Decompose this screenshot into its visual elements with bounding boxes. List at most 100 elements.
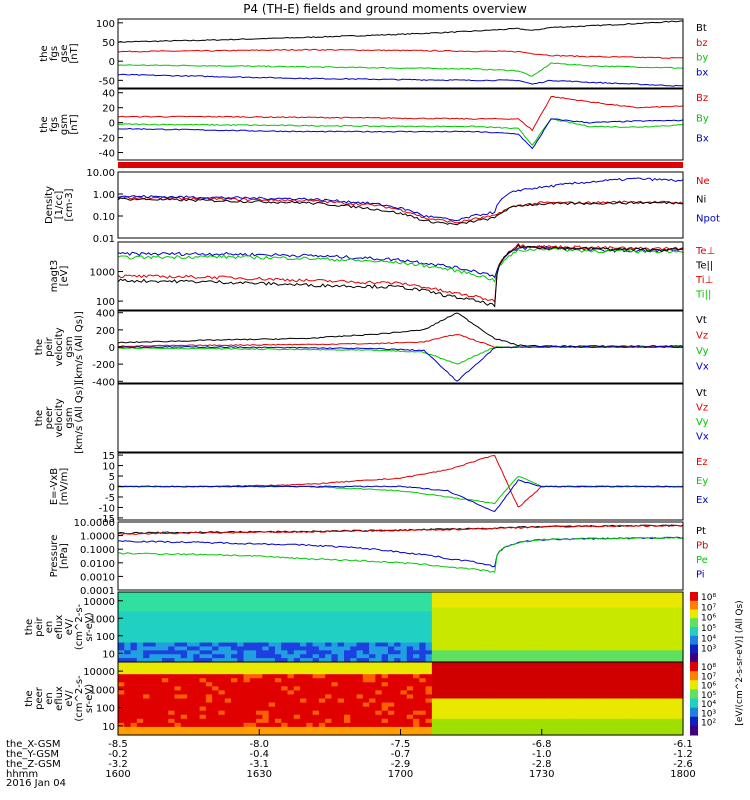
- heatmap-cell: [300, 722, 307, 728]
- heatmap-cell: [231, 658, 238, 663]
- heatmap-cell: [287, 694, 295, 700]
- heatmap-cell: [212, 642, 220, 648]
- heatmap-cell: [161, 603, 169, 609]
- heatmap-cell: [406, 654, 414, 659]
- heatmap-cell: [544, 658, 552, 663]
- heatmap-cell: [513, 710, 521, 716]
- heatmap-cell: [318, 702, 326, 708]
- heatmap-cell: [118, 666, 125, 671]
- heatmap-cell: [256, 630, 263, 636]
- heatmap-cell: [249, 702, 257, 708]
- heatmap-cell: [651, 595, 659, 601]
- heatmap-cell: [526, 638, 533, 644]
- heatmap-cell: [551, 615, 559, 620]
- heatmap-cell: [457, 611, 464, 616]
- heatmap-cell: [268, 730, 276, 736]
- y-axis-label: the: [24, 619, 35, 635]
- y-axis-label: [km/s (All Qs)]: [74, 382, 85, 454]
- heatmap-cell: [419, 623, 427, 628]
- heatmap-cell: [344, 627, 351, 632]
- heatmap-cell: [438, 694, 446, 700]
- heatmap-cell: [425, 592, 433, 597]
- heatmap-cell: [306, 666, 314, 671]
- heatmap-cell: [325, 706, 333, 712]
- heatmap-cell: [482, 698, 489, 704]
- heatmap-cell: [676, 650, 684, 655]
- heatmap-cell: [413, 718, 420, 724]
- heatmap-cell: [532, 642, 540, 648]
- heatmap-cell: [607, 674, 615, 679]
- heatmap-cell: [168, 702, 176, 708]
- legend-entry-Npot: Npot: [696, 213, 720, 224]
- heatmap-cell: [281, 674, 289, 679]
- heatmap-cell: [136, 698, 144, 704]
- heatmap-cell: [199, 670, 207, 675]
- heatmap-cell: [394, 690, 402, 696]
- heatmap-cell: [557, 714, 565, 720]
- heatmap-cell: [118, 730, 125, 736]
- heatmap-cell: [463, 654, 471, 659]
- heatmap-cell: [544, 630, 552, 636]
- heatmap-cell: [337, 595, 345, 601]
- heatmap-cell: [155, 674, 163, 679]
- heatmap-cell: [676, 670, 684, 675]
- heatmap-cell: [381, 595, 389, 601]
- heatmap-cell: [237, 654, 245, 659]
- heatmap-cell: [312, 623, 320, 628]
- heatmap-cell: [118, 714, 125, 720]
- heatmap-cell: [300, 658, 307, 663]
- heatmap-cell: [500, 662, 508, 667]
- heatmap-cell: [287, 682, 295, 687]
- heatmap-cell: [293, 646, 301, 651]
- heatmap-cell: [613, 694, 621, 700]
- heatmap-cell: [475, 690, 483, 696]
- heatmap-cell: [651, 638, 659, 644]
- heatmap-cell: [168, 650, 176, 655]
- heatmap-cell: [356, 670, 364, 675]
- heatmap-cell: [369, 694, 376, 700]
- heatmap-cell: [205, 670, 213, 675]
- heatmap-cell: [237, 599, 245, 605]
- heatmap-cell: [356, 678, 364, 683]
- heatmap-cell: [475, 611, 483, 616]
- heatmap-cell: [180, 599, 188, 605]
- heatmap-cell: [274, 670, 282, 675]
- heatmap-cell: [494, 726, 502, 732]
- y-axis-label: velocity: [54, 327, 65, 366]
- heatmap-cell: [475, 710, 483, 716]
- heatmap-cell: [438, 726, 446, 732]
- heatmap-cell: [243, 694, 251, 700]
- heatmap-cell: [613, 670, 621, 675]
- heatmap-cell: [563, 642, 571, 648]
- heatmap-cell: [632, 666, 640, 671]
- heatmap-cell: [375, 638, 383, 644]
- heatmap-cell: [639, 706, 646, 712]
- heatmap-cell: [381, 718, 389, 724]
- heatmap-cell: [639, 690, 646, 696]
- heatmap-cell: [281, 714, 289, 720]
- heatmap-cell: [149, 678, 157, 683]
- heatmap-cell: [488, 714, 496, 720]
- heatmap-cell: [356, 619, 364, 624]
- heatmap-cell: [369, 634, 376, 640]
- heatmap-cell: [237, 702, 245, 708]
- heatmap-cell: [237, 706, 245, 712]
- heatmap-cell: [431, 678, 439, 683]
- heatmap-cell: [419, 611, 427, 616]
- heatmap-cell: [274, 611, 282, 616]
- heatmap-cell: [413, 690, 420, 696]
- heatmap-cell: [168, 706, 176, 712]
- heatmap-cell: [620, 607, 628, 613]
- heatmap-cell: [394, 670, 402, 675]
- heatmap-cell: [613, 595, 621, 601]
- heatmap-cell: [532, 607, 540, 613]
- heatmap-cell: [394, 658, 402, 663]
- heatmap-cell: [344, 706, 351, 712]
- heatmap-cell: [670, 623, 678, 628]
- heatmap-cell: [187, 730, 194, 736]
- series-line-Pe: [117, 536, 684, 573]
- heatmap-cell: [325, 662, 333, 667]
- heatmap-cell: [632, 592, 640, 597]
- y-axis-label: peir: [44, 336, 55, 356]
- heatmap-cell: [281, 726, 289, 732]
